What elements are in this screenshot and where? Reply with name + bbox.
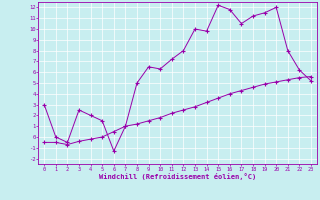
X-axis label: Windchill (Refroidissement éolien,°C): Windchill (Refroidissement éolien,°C) bbox=[99, 173, 256, 180]
